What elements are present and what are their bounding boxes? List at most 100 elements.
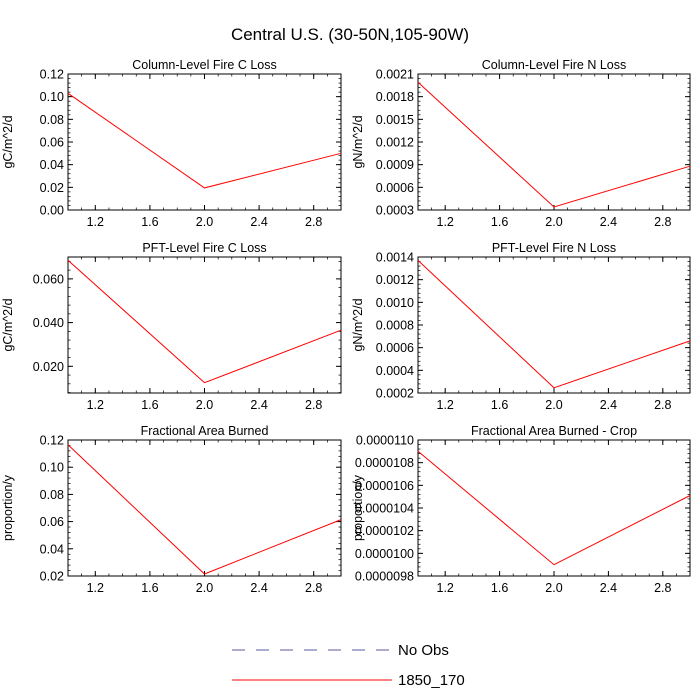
- y-tick-label: 0.02: [40, 181, 64, 195]
- panel-title: PFT-Level Fire N Loss: [492, 241, 616, 255]
- y-tick-label: 0.0014: [376, 251, 414, 265]
- y-tick-label: 0.0008: [376, 319, 414, 333]
- x-tick-label: 2.4: [600, 581, 617, 595]
- y-axis-label: proportion/y: [1, 474, 15, 541]
- y-tick-label: 0.0000102: [355, 524, 414, 538]
- y-tick-label: 0.08: [40, 488, 64, 502]
- y-tick-label: 0.0000110: [356, 434, 414, 448]
- y-tick-label: 0.04: [40, 542, 64, 556]
- y-tick-label: 0.10: [40, 461, 64, 475]
- y-axis-label: proportion/y: [351, 474, 365, 541]
- panel-title: Fractional Area Burned - Crop: [471, 424, 637, 438]
- y-axis-label: gC/m^2/d: [1, 115, 15, 168]
- x-tick-label: 2.8: [654, 581, 671, 595]
- x-tick-label: 2.8: [305, 215, 322, 229]
- x-tick-label: 2.4: [250, 581, 267, 595]
- x-tick-label: 2.0: [545, 215, 562, 229]
- y-tick-label: 0.0006: [376, 341, 414, 355]
- x-tick-label: 2.8: [654, 398, 671, 412]
- y-tick-label: 0.0010: [376, 296, 414, 310]
- y-tick-label: 0.02: [40, 570, 64, 584]
- plot-frame: [417, 73, 691, 211]
- y-tick-label: 0.060: [33, 272, 64, 286]
- plot-frame: [67, 256, 342, 394]
- panel-6: Fractional Area Burned - Crop proportion/…: [351, 424, 691, 595]
- y-tick-label: 0.00: [40, 204, 64, 218]
- series-line-1850_170: [417, 260, 691, 389]
- panels-group: Column-Level Fire C Loss gC/m^2/d 1.2 1.6 2.…: [1, 58, 691, 595]
- panel-title: Column-Level Fire C Loss: [132, 58, 277, 72]
- panel-title: Column-Level Fire N Loss: [482, 58, 627, 72]
- legend-label-no-obs: No Obs: [398, 642, 449, 659]
- panel-3: PFT-Level Fire C Loss gC/m^2/d 1.2 1.6 2.0 2.…: [1, 241, 342, 412]
- y-tick-label: 0.0006: [376, 181, 414, 195]
- y-axis-label: gN/m^2/d: [351, 298, 365, 351]
- y-tick-label: 0.0000106: [355, 479, 414, 493]
- panel-title: Fractional Area Burned: [141, 424, 269, 438]
- y-tick-label: 0.0000104: [355, 502, 414, 516]
- y-tick-label: 0.0000098: [355, 570, 414, 584]
- y-tick-label: 0.08: [40, 113, 64, 127]
- y-tick-label: 0.0003: [376, 204, 414, 218]
- y-tick-label: 0.0018: [376, 90, 414, 104]
- x-tick-label: 1.2: [87, 215, 104, 229]
- x-tick-label: 2.0: [196, 215, 213, 229]
- x-tick-label: 2.4: [250, 215, 267, 229]
- y-tick-label: 0.040: [33, 316, 64, 330]
- x-tick-label: 1.6: [141, 215, 158, 229]
- y-tick-label: 0.0012: [376, 273, 414, 287]
- plot-frame: [67, 439, 342, 577]
- y-tick-label: 0.0000108: [355, 456, 414, 470]
- y-tick-label: 0.0021: [376, 68, 414, 82]
- plot-frame: [67, 73, 342, 211]
- x-tick-label: 1.6: [141, 581, 158, 595]
- y-tick-label: 0.12: [40, 434, 64, 448]
- x-tick-label: 2.0: [545, 398, 562, 412]
- series-line-1850_170: [67, 259, 342, 384]
- y-tick-label: 0.04: [40, 158, 64, 172]
- figure-title: Central U.S. (30-50N,105-90W): [231, 25, 469, 44]
- y-tick-label: 0.06: [40, 136, 64, 150]
- series-line-1850_170: [67, 92, 342, 189]
- y-tick-label: 0.0004: [376, 364, 414, 378]
- y-tick-label: 0.12: [40, 68, 64, 82]
- x-tick-label: 2.0: [196, 398, 213, 412]
- plot-frame: [417, 439, 691, 577]
- x-tick-label: 1.6: [491, 398, 508, 412]
- panel-4: PFT-Level Fire N Loss gN/m^2/d 1.2 1.6 2.0 2.…: [351, 241, 691, 412]
- y-axis-label: gN/m^2/d: [351, 115, 365, 168]
- y-tick-label: 0.06: [40, 515, 64, 529]
- x-tick-label: 1.2: [87, 398, 104, 412]
- x-tick-label: 1.2: [437, 398, 454, 412]
- series-line-1850_170: [417, 81, 691, 208]
- y-tick-label: 0.0012: [376, 136, 414, 150]
- panel-2: Column-Level Fire N Loss gN/m^2/d 1.2 1.6 2.…: [351, 58, 691, 229]
- x-tick-label: 1.6: [141, 398, 158, 412]
- x-tick-label: 2.0: [545, 581, 562, 595]
- x-tick-label: 1.6: [491, 581, 508, 595]
- series-line-1850_170: [417, 450, 691, 566]
- x-tick-label: 2.4: [600, 215, 617, 229]
- x-tick-label: 2.4: [250, 398, 267, 412]
- y-tick-label: 0.0002: [376, 387, 414, 401]
- y-tick-label: 0.10: [40, 90, 64, 104]
- panel-5: Fractional Area Burned proportion/y 1.2 1.6…: [1, 424, 342, 595]
- legend: No Obs 1850_170: [232, 642, 465, 689]
- y-tick-label: 0.0009: [376, 158, 414, 172]
- y-tick-label: 0.0000100: [355, 547, 414, 561]
- x-tick-label: 2.0: [196, 581, 213, 595]
- x-tick-label: 2.8: [305, 398, 322, 412]
- x-tick-label: 2.4: [600, 398, 617, 412]
- plot-frame: [417, 256, 691, 394]
- x-tick-label: 1.2: [437, 581, 454, 595]
- x-tick-label: 1.2: [437, 215, 454, 229]
- y-tick-label: 0.0015: [376, 113, 414, 127]
- x-tick-label: 2.8: [305, 581, 322, 595]
- x-tick-label: 2.8: [654, 215, 671, 229]
- x-tick-label: 1.6: [491, 215, 508, 229]
- panel-1: Column-Level Fire C Loss gC/m^2/d 1.2 1.6 2.…: [1, 58, 342, 229]
- series-line-1850_170: [67, 444, 342, 575]
- y-tick-label: 0.020: [33, 360, 64, 374]
- legend-label-1850-170: 1850_170: [398, 672, 465, 689]
